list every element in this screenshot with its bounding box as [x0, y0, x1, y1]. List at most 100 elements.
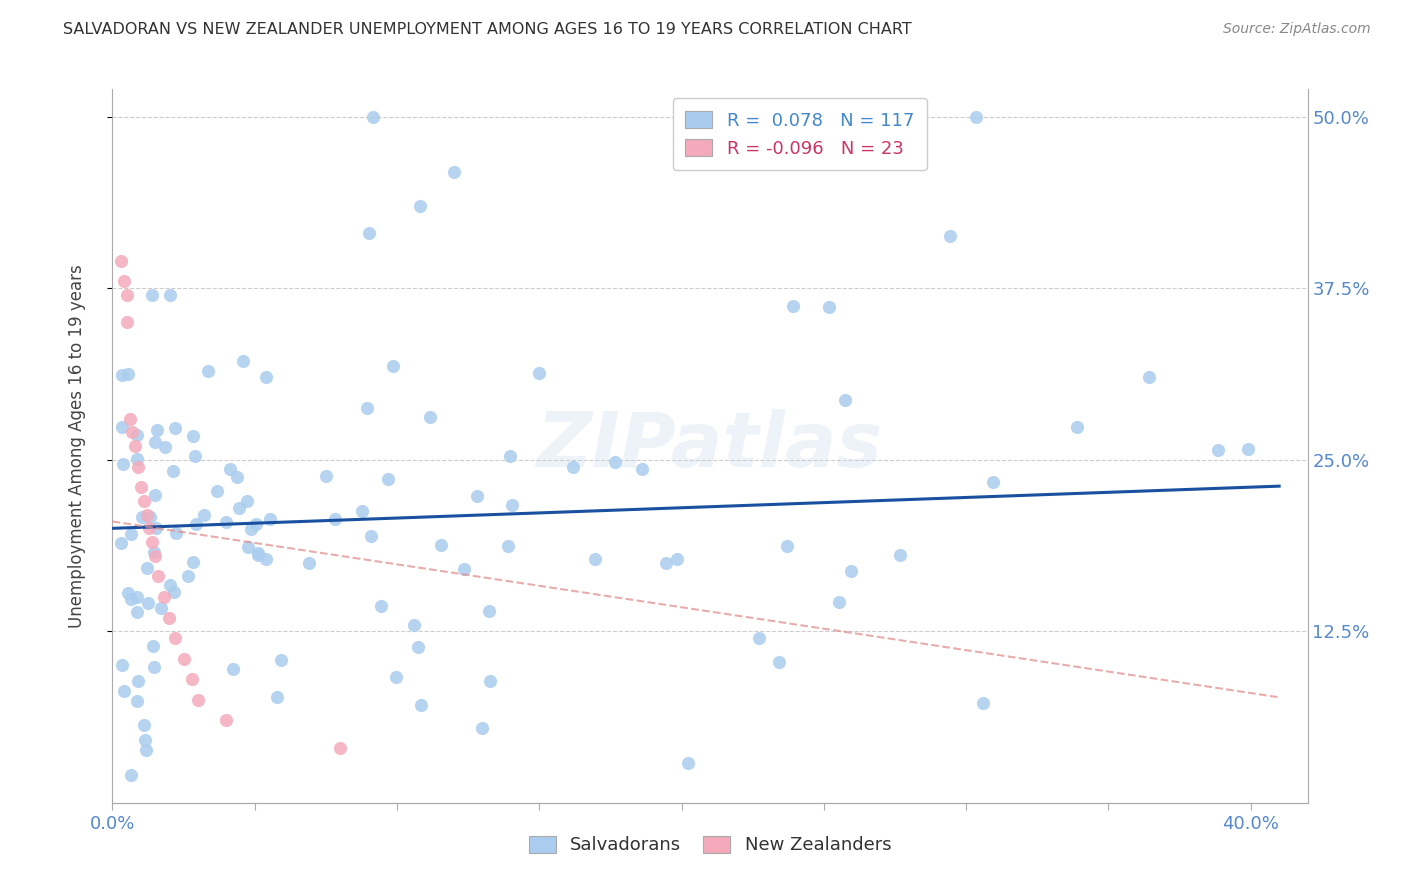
Point — [315, 469, 337, 483]
Text: SALVADORAN VS NEW ZEALANDER UNEMPLOYMENT AMONG AGES 16 TO 19 YEARS CORRELATION C: SALVADORAN VS NEW ZEALANDER UNEMPLOYMENT… — [63, 22, 912, 37]
Point — [125, 694, 148, 708]
Point — [157, 610, 180, 624]
Point — [381, 359, 404, 373]
Point — [409, 199, 432, 213]
Text: Source: ZipAtlas.com: Source: ZipAtlas.com — [1223, 22, 1371, 37]
Point — [384, 670, 406, 684]
Point — [124, 439, 146, 453]
Point — [965, 110, 987, 124]
Point — [323, 512, 346, 526]
Point — [1139, 370, 1161, 384]
Point — [232, 354, 254, 368]
Point — [149, 600, 172, 615]
Point — [163, 585, 186, 599]
Point — [218, 462, 240, 476]
Point — [370, 599, 392, 613]
Point — [631, 462, 654, 476]
Point — [357, 227, 380, 241]
Point — [245, 517, 267, 532]
Point — [406, 640, 429, 654]
Point — [834, 392, 856, 407]
Point — [972, 697, 994, 711]
Point — [145, 521, 167, 535]
Point — [499, 450, 522, 464]
Point — [177, 569, 200, 583]
Point — [225, 470, 247, 484]
Point — [498, 539, 520, 553]
Point — [127, 459, 149, 474]
Point — [478, 604, 501, 618]
Point — [146, 424, 169, 438]
Point — [748, 631, 770, 645]
Point — [562, 459, 585, 474]
Point — [665, 551, 688, 566]
Point — [254, 551, 277, 566]
Point — [889, 548, 911, 562]
Point — [127, 674, 149, 689]
Point — [136, 561, 159, 575]
Point — [240, 522, 263, 536]
Point — [768, 655, 790, 669]
Point — [197, 364, 219, 378]
Point — [678, 756, 700, 771]
Point — [238, 540, 260, 554]
Point — [828, 595, 851, 609]
Point — [134, 732, 156, 747]
Point — [246, 546, 269, 560]
Point — [350, 503, 373, 517]
Point — [193, 508, 215, 522]
Point — [776, 540, 799, 554]
Legend: Salvadorans, New Zealanders: Salvadorans, New Zealanders — [522, 829, 898, 862]
Point — [527, 367, 550, 381]
Point — [138, 521, 160, 535]
Point — [471, 721, 494, 735]
Point — [143, 660, 166, 674]
Point — [111, 658, 134, 673]
Point — [782, 299, 804, 313]
Point — [165, 526, 187, 541]
Point — [377, 472, 399, 486]
Point — [266, 690, 288, 704]
Point — [356, 401, 378, 415]
Point — [117, 586, 139, 600]
Point — [173, 651, 195, 665]
Point — [112, 684, 135, 698]
Point — [187, 693, 209, 707]
Point — [181, 555, 204, 569]
Point — [111, 457, 134, 471]
Point — [443, 164, 465, 178]
Point — [135, 508, 157, 522]
Point — [120, 527, 142, 541]
Point — [181, 429, 204, 443]
Point — [1237, 442, 1260, 457]
Point — [112, 274, 135, 288]
Point — [939, 229, 962, 244]
Point — [118, 411, 141, 425]
Point — [479, 674, 502, 689]
Point — [361, 110, 384, 124]
Point — [110, 253, 132, 268]
Point — [246, 548, 269, 562]
Point — [453, 562, 475, 576]
Point — [501, 498, 523, 512]
Point — [181, 673, 204, 687]
Point — [131, 510, 153, 524]
Point — [270, 653, 292, 667]
Point — [186, 517, 208, 532]
Point — [163, 421, 186, 435]
Point — [215, 714, 238, 728]
Point — [221, 663, 243, 677]
Point — [127, 427, 149, 442]
Point — [141, 535, 163, 549]
Point — [402, 618, 425, 632]
Point — [111, 368, 134, 383]
Point — [143, 487, 166, 501]
Point — [153, 440, 176, 454]
Text: ZIPatlas: ZIPatlas — [537, 409, 883, 483]
Point — [136, 596, 159, 610]
Point — [430, 538, 453, 552]
Point — [152, 590, 174, 604]
Point — [214, 515, 236, 529]
Point — [981, 475, 1004, 489]
Point — [127, 605, 149, 619]
